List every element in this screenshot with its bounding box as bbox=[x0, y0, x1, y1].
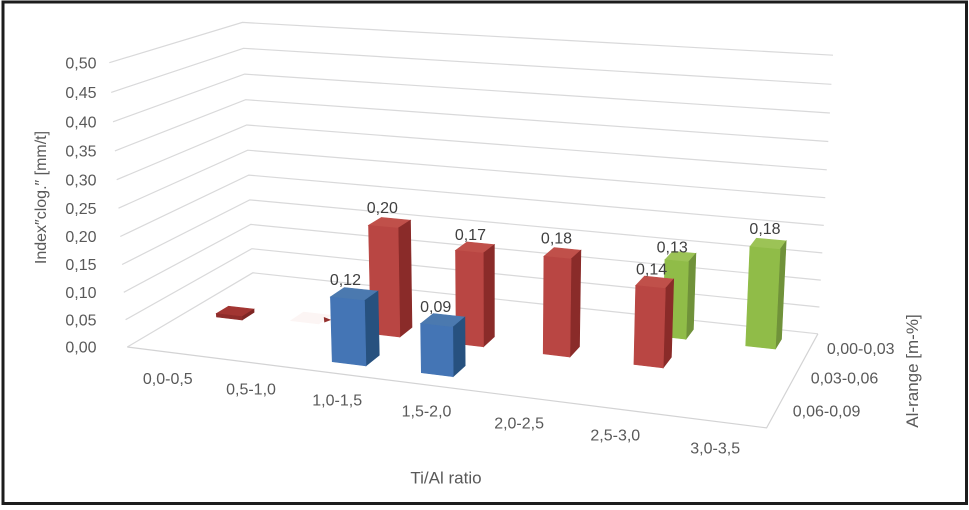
svg-text:0,18: 0,18 bbox=[749, 221, 780, 238]
svg-text:0,05: 0,05 bbox=[65, 312, 96, 329]
svg-text:0,35: 0,35 bbox=[65, 144, 96, 161]
svg-text:0,06-0,09: 0,06-0,09 bbox=[793, 403, 861, 420]
svg-text:0,20: 0,20 bbox=[367, 200, 398, 217]
svg-text:0,12: 0,12 bbox=[330, 272, 361, 289]
svg-text:0,18: 0,18 bbox=[541, 231, 572, 248]
svg-text:0,13: 0,13 bbox=[657, 239, 688, 256]
svg-text:0,40: 0,40 bbox=[65, 114, 96, 131]
svg-text:0,25: 0,25 bbox=[65, 201, 96, 218]
svg-text:0,00: 0,00 bbox=[65, 340, 96, 357]
svg-text:3,0-3,5: 3,0-3,5 bbox=[690, 440, 740, 457]
svg-text:Al-range [m-%]: Al-range [m-%] bbox=[903, 314, 922, 427]
svg-text:Ti/Al ratio: Ti/Al ratio bbox=[410, 469, 481, 488]
svg-text:0,20: 0,20 bbox=[65, 229, 96, 246]
svg-text:0,5-1,0: 0,5-1,0 bbox=[226, 382, 276, 399]
svg-text:0,15: 0,15 bbox=[65, 257, 96, 274]
svg-text:0,45: 0,45 bbox=[65, 85, 96, 102]
svg-text:0,14: 0,14 bbox=[636, 261, 667, 278]
svg-text:2,0-2,5: 2,0-2,5 bbox=[494, 416, 544, 433]
svg-text:0,03-0,06: 0,03-0,06 bbox=[811, 371, 879, 388]
svg-text:1,5-2,0: 1,5-2,0 bbox=[402, 404, 452, 421]
svg-text:0,50: 0,50 bbox=[65, 55, 96, 72]
svg-text:0,17: 0,17 bbox=[455, 227, 486, 244]
svg-text:2,5-3,0: 2,5-3,0 bbox=[590, 428, 640, 445]
svg-text:0,30: 0,30 bbox=[65, 172, 96, 189]
svg-text:Index″clog.″ [mm/t]: Index″clog.″ [mm/t] bbox=[33, 131, 50, 264]
svg-text:0,0-0,5: 0,0-0,5 bbox=[143, 371, 193, 388]
svg-text:0,10: 0,10 bbox=[65, 285, 96, 302]
svg-text:0,00-0,03: 0,00-0,03 bbox=[827, 341, 895, 358]
svg-text:0,09: 0,09 bbox=[420, 299, 451, 316]
svg-text:1,0-1,5: 1,0-1,5 bbox=[312, 392, 362, 409]
